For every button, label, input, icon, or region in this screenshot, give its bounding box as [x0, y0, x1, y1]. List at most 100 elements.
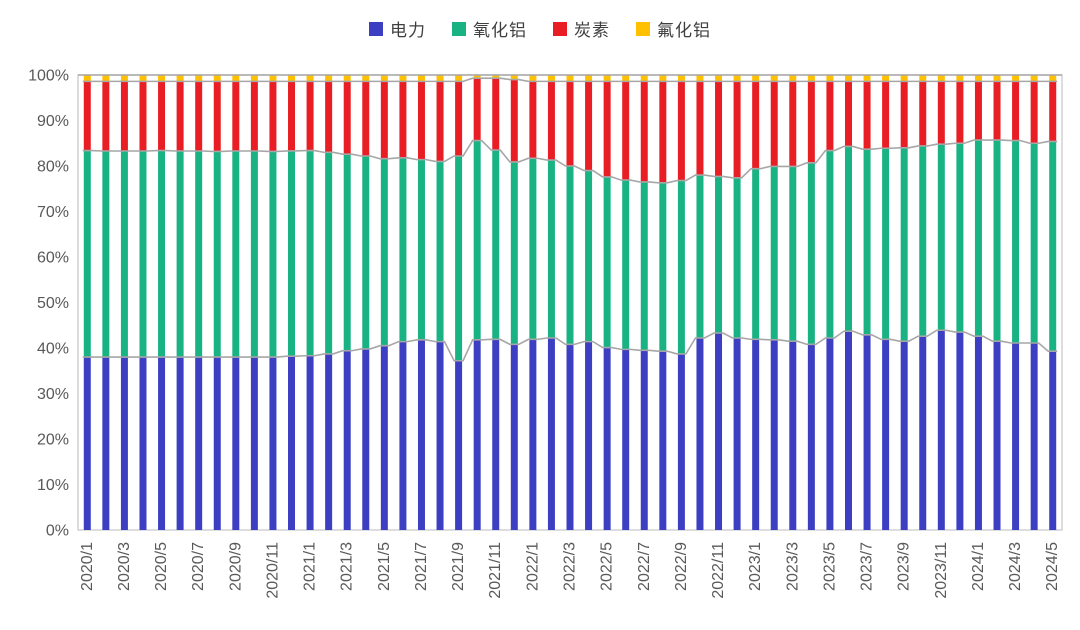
- bar-segment-3: [288, 75, 296, 82]
- bar-segment-1: [417, 159, 425, 340]
- bar-segment-1: [343, 154, 351, 351]
- bar-segment-2: [863, 81, 871, 150]
- x-tick-label: 2024/3: [1007, 542, 1024, 591]
- bar-segment-1: [900, 147, 908, 342]
- bar-segment-2: [789, 81, 797, 167]
- bar-segment-1: [529, 158, 537, 340]
- bar-segment-0: [120, 357, 128, 530]
- bar-segment-0: [139, 357, 147, 530]
- bar-segment-0: [585, 341, 593, 530]
- bar-segment-1: [213, 151, 221, 358]
- bar-segment-3: [974, 75, 982, 82]
- bar-segment-3: [362, 75, 370, 82]
- bar-segment-1: [288, 150, 296, 357]
- bar-segment-1: [1049, 141, 1057, 352]
- bar-segment-3: [158, 75, 166, 82]
- bar-segment-0: [399, 341, 407, 530]
- bar-segment-3: [752, 75, 760, 82]
- x-tick-label: 2022/5: [599, 542, 616, 591]
- bar-segment-0: [195, 357, 203, 530]
- bar-segment-0: [622, 349, 630, 530]
- red-square-icon: [553, 21, 567, 36]
- bar-segment-3: [120, 75, 128, 82]
- bar-segment-2: [547, 81, 555, 161]
- bar-segment-1: [956, 143, 964, 333]
- bar-segment-3: [844, 75, 852, 82]
- bar-segment-2: [343, 81, 351, 155]
- bar-segment-3: [640, 75, 648, 82]
- bar-segment-1: [733, 177, 741, 338]
- bar-segment-0: [882, 339, 890, 530]
- bar-segment-2: [974, 81, 982, 141]
- bar-segment-0: [974, 336, 982, 530]
- bar-segment-1: [250, 150, 258, 358]
- bar-segment-0: [269, 357, 277, 530]
- bar-segment-1: [473, 140, 481, 340]
- bar-segment-1: [158, 150, 166, 358]
- legend-item-alumina: 氧化铝: [452, 16, 527, 41]
- bar-segment-3: [807, 75, 815, 82]
- bar-segment-1: [1012, 140, 1020, 343]
- x-axis-labels: 2020/1 2020/3 2020/5 2020/7 2020/9 2020/11 202…: [79, 542, 1061, 599]
- bar-segment-0: [770, 339, 778, 530]
- bar-segment-2: [919, 81, 927, 146]
- bar-segment-0: [844, 331, 852, 530]
- bar-segment-0: [696, 337, 704, 530]
- x-tick-label: 2020/5: [153, 542, 170, 591]
- bar-segment-3: [770, 75, 778, 82]
- bar-segment-0: [900, 341, 908, 530]
- bar-segment-2: [956, 81, 964, 144]
- bar-segment-2: [715, 81, 723, 177]
- bar-segment-0: [288, 356, 296, 530]
- bar-segment-2: [102, 81, 110, 151]
- legend-label-fluoride: 氟化铝: [657, 21, 711, 40]
- y-axis-labels: 0% 10% 20% 30% 40% 50% 60% 70% 80% 90% 100%: [28, 68, 69, 540]
- bar-segment-1: [826, 150, 834, 338]
- bar-segment-0: [380, 345, 388, 530]
- bar-segment-3: [269, 75, 277, 82]
- bar-segment-0: [158, 357, 166, 530]
- x-tick-label: 2022/7: [636, 542, 653, 591]
- bar-segment-0: [213, 357, 221, 530]
- bar-segment-3: [547, 75, 555, 82]
- x-tick-label: 2020/9: [227, 542, 244, 591]
- bar-segment-3: [863, 75, 871, 82]
- bar-segment-0: [807, 344, 815, 530]
- bar-segment-1: [232, 150, 240, 358]
- bar-segment-0: [1030, 343, 1038, 530]
- bar-segment-2: [622, 81, 630, 181]
- bar-segment-0: [492, 339, 500, 530]
- bar-segment-2: [250, 81, 258, 151]
- bar-segment-0: [510, 344, 518, 530]
- bar-segment-2: [752, 81, 760, 169]
- bar-segment-2: [213, 81, 221, 152]
- gold-square-icon: [636, 21, 650, 36]
- bar-segment-1: [919, 145, 927, 337]
- bar-segment-3: [399, 75, 407, 82]
- bar-segment-1: [640, 181, 648, 351]
- bar-segment-2: [473, 78, 481, 141]
- bar-segment-3: [232, 75, 240, 82]
- bar-segment-2: [158, 81, 166, 151]
- bar-segment-2: [1049, 81, 1057, 142]
- bar-segment-1: [380, 158, 388, 346]
- y-tick-label: 50%: [37, 295, 69, 312]
- bar-segment-1: [139, 150, 147, 358]
- bar-segment-1: [120, 150, 128, 358]
- bar-segment-2: [566, 81, 574, 166]
- bar-segment-2: [510, 79, 518, 162]
- bar-segment-3: [83, 75, 91, 82]
- series-line-2: [82, 77, 1058, 83]
- bar-segment-2: [844, 81, 852, 147]
- y-tick-label: 40%: [37, 341, 69, 358]
- bar-segment-3: [677, 75, 685, 82]
- bar-segment-3: [250, 75, 258, 82]
- bar-segment-3: [1030, 75, 1038, 82]
- bar-segment-1: [455, 155, 463, 361]
- bar-segment-2: [659, 81, 667, 183]
- bar-segment-2: [362, 81, 370, 156]
- x-tick-label: 2021/11: [487, 542, 504, 599]
- bar-segment-2: [380, 81, 388, 159]
- bar-segment-2: [83, 81, 91, 151]
